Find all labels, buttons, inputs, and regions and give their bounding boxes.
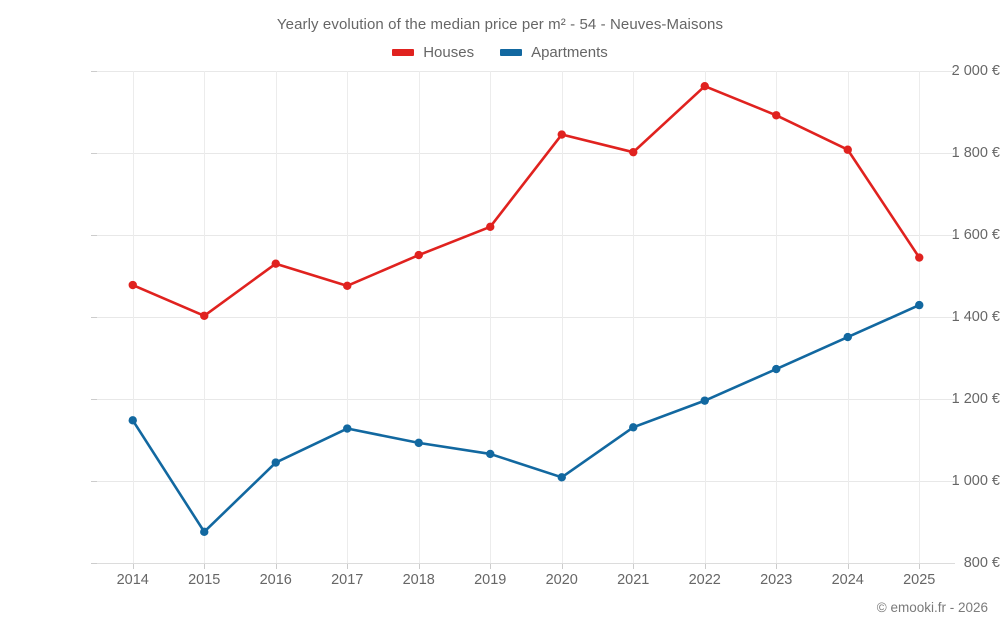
plot-area bbox=[97, 71, 955, 564]
data-point-houses-2021[interactable] bbox=[629, 147, 638, 157]
x-axis-tick-label: 2017 bbox=[331, 572, 364, 588]
y-axis-tick-mark bbox=[91, 563, 97, 564]
x-axis-tick-mark bbox=[490, 563, 492, 569]
y-axis-tick-mark bbox=[91, 153, 97, 154]
gridline-vertical bbox=[561, 71, 563, 563]
x-axis-tick-label: 2015 bbox=[188, 572, 221, 588]
data-point-apartments-2017[interactable] bbox=[343, 424, 352, 433]
data-point-houses-2018[interactable] bbox=[414, 250, 423, 260]
gridline-vertical bbox=[919, 71, 921, 563]
y-axis-tick-mark bbox=[91, 481, 97, 482]
data-point-apartments-2024[interactable] bbox=[843, 332, 852, 342]
gridline-vertical bbox=[275, 71, 277, 563]
x-axis-tick-mark bbox=[776, 563, 778, 569]
y-axis-tick-mark bbox=[91, 71, 97, 72]
data-point-apartments-2025[interactable] bbox=[915, 300, 924, 310]
y-axis-tick-label: 2 000 € bbox=[951, 63, 1000, 79]
y-axis-tick-label: 1 000 € bbox=[951, 473, 1000, 489]
series-line-houses bbox=[131, 84, 921, 318]
data-point-apartments-2019[interactable] bbox=[486, 449, 495, 459]
data-point-apartments-2021[interactable] bbox=[629, 423, 638, 432]
legend-label-apartments: Apartments bbox=[531, 44, 608, 61]
x-axis-tick-mark bbox=[633, 563, 635, 569]
y-axis-tick-label: 1 400 € bbox=[951, 309, 1000, 325]
gridline-horizontal bbox=[97, 399, 955, 400]
x-axis-tick-mark bbox=[347, 563, 349, 569]
x-axis-tick-label: 2018 bbox=[402, 572, 435, 588]
x-axis-tick-label: 2014 bbox=[116, 572, 149, 588]
data-point-apartments-2015[interactable] bbox=[200, 527, 209, 537]
data-point-apartments-2023[interactable] bbox=[772, 364, 781, 374]
y-axis-tick-label: 1 200 € bbox=[951, 391, 1000, 407]
data-point-houses-2024[interactable] bbox=[843, 145, 852, 154]
gridline-vertical bbox=[776, 71, 778, 563]
x-axis-tick-mark bbox=[132, 563, 134, 569]
series-line-apartments bbox=[131, 303, 921, 534]
data-point-houses-2016[interactable] bbox=[271, 259, 280, 268]
legend-label-houses: Houses bbox=[423, 44, 475, 61]
x-axis-line bbox=[97, 563, 955, 564]
gridline-horizontal bbox=[97, 71, 955, 72]
copyright-credit: © emooki.fr - 2026 bbox=[876, 600, 988, 615]
chart-legend: Houses Apartments bbox=[0, 44, 1000, 61]
gridline-vertical bbox=[490, 71, 492, 563]
gridline-horizontal bbox=[97, 235, 955, 236]
x-axis-tick-mark bbox=[561, 563, 563, 569]
gridline-vertical bbox=[847, 71, 849, 563]
gridline-vertical bbox=[347, 71, 349, 563]
gridline-vertical bbox=[132, 71, 134, 563]
x-axis-tick-label: 2019 bbox=[474, 572, 507, 588]
data-point-houses-2025[interactable] bbox=[915, 253, 924, 262]
y-axis-tick-mark bbox=[91, 317, 97, 318]
gridline-horizontal bbox=[97, 153, 955, 154]
x-axis-tick-mark bbox=[847, 563, 849, 569]
gridline-vertical bbox=[704, 71, 706, 563]
x-axis-tick-label: 2023 bbox=[760, 572, 793, 588]
gridline-horizontal bbox=[97, 481, 955, 482]
x-axis-tick-mark bbox=[418, 563, 420, 569]
legend-swatch-apartments bbox=[500, 49, 523, 56]
x-axis-tick-label: 2022 bbox=[688, 572, 721, 588]
y-axis-tick-mark bbox=[91, 235, 97, 236]
data-point-houses-2019[interactable] bbox=[486, 222, 495, 231]
legend-item-houses[interactable]: Houses bbox=[392, 44, 474, 61]
legend-swatch-houses bbox=[392, 49, 415, 56]
x-axis-tick-label: 2021 bbox=[617, 572, 650, 588]
x-axis-tick-mark bbox=[204, 563, 206, 569]
data-point-houses-2017[interactable] bbox=[343, 281, 352, 291]
gridline-horizontal bbox=[97, 317, 955, 318]
x-axis-tick-label: 2024 bbox=[831, 572, 864, 588]
gridline-vertical bbox=[633, 71, 635, 563]
data-point-houses-2020[interactable] bbox=[557, 130, 566, 139]
x-axis-tick-mark bbox=[704, 563, 706, 569]
x-axis-tick-label: 2025 bbox=[903, 572, 936, 588]
data-point-houses-2023[interactable] bbox=[772, 111, 781, 120]
data-point-apartments-2016[interactable] bbox=[271, 458, 280, 467]
x-axis-tick-label: 2020 bbox=[545, 572, 578, 588]
data-point-apartments-2022[interactable] bbox=[700, 396, 709, 405]
gridline-vertical bbox=[418, 71, 420, 563]
data-point-houses-2022[interactable] bbox=[700, 81, 709, 91]
y-axis-tick-mark bbox=[91, 399, 97, 400]
y-axis-tick-label: 1 600 € bbox=[951, 227, 1000, 243]
x-axis-tick-mark bbox=[275, 563, 277, 569]
x-axis-tick-label: 2016 bbox=[259, 572, 292, 588]
data-point-houses-2014[interactable] bbox=[128, 280, 137, 290]
data-point-apartments-2018[interactable] bbox=[414, 438, 423, 448]
legend-item-apartments[interactable]: Apartments bbox=[500, 44, 608, 61]
data-point-apartments-2020[interactable] bbox=[557, 473, 566, 482]
y-axis-tick-label: 800 € bbox=[963, 555, 1000, 571]
x-axis-tick-mark bbox=[919, 563, 921, 569]
y-axis-tick-label: 1 800 € bbox=[951, 145, 1000, 161]
data-point-houses-2015[interactable] bbox=[200, 311, 209, 320]
chart-title: Yearly evolution of the median price per… bbox=[276, 16, 724, 33]
data-point-apartments-2014[interactable] bbox=[128, 416, 137, 425]
series-layer bbox=[128, 81, 924, 537]
